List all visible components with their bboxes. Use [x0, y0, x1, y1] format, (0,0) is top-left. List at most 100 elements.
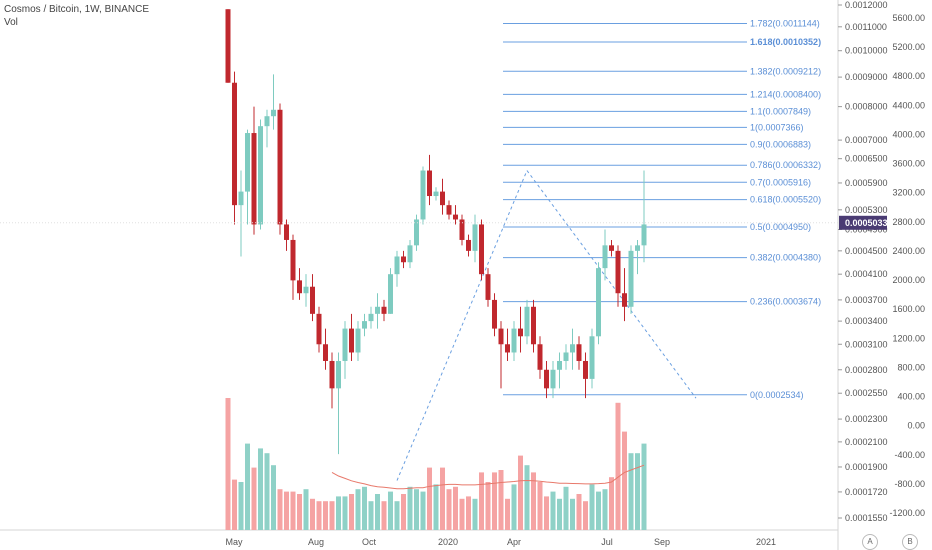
- time-tick-label: Apr: [507, 537, 521, 547]
- volume-bar: [453, 486, 458, 530]
- volume-bar: [641, 443, 647, 530]
- volume-tick-label: -400.00: [894, 450, 925, 460]
- volume-tick-label: 2800.00: [892, 217, 925, 227]
- candle-body: [446, 205, 452, 215]
- volume-bar: [251, 467, 257, 530]
- volume-bar: [349, 494, 354, 530]
- volume-bar: [355, 489, 361, 530]
- candle-body: [271, 109, 276, 117]
- time-tick-label: May: [225, 537, 243, 547]
- volume-bar: [524, 465, 530, 530]
- volume-bar: [303, 489, 309, 530]
- volume-moving-average: [331, 464, 645, 490]
- candle-body: [303, 286, 309, 294]
- candle-body: [238, 191, 244, 206]
- price-tick-label: 0.0010000: [845, 46, 888, 56]
- candle-body: [570, 344, 575, 353]
- candle-body: [420, 170, 426, 220]
- candle-body: [479, 224, 484, 275]
- volume-bar: [329, 501, 335, 530]
- fib-level-label: 0.236(0.0003674): [750, 297, 821, 307]
- price-tick-label: 0.0002300: [845, 414, 888, 424]
- volume-bar: [245, 443, 250, 530]
- fib-level-label: 0.5(0.0004950): [750, 222, 811, 232]
- price-tick-label: 0.0012000: [845, 0, 888, 10]
- candle-body: [375, 306, 380, 314]
- volume-bar: [557, 498, 562, 530]
- candle-body: [355, 328, 361, 353]
- candle-body: [225, 9, 231, 83]
- fib-level-label: 0.786(0.0006332): [750, 160, 821, 170]
- volume-bar: [459, 498, 465, 530]
- volume-bar: [609, 477, 614, 530]
- price-tick-label: 0.0009000: [845, 72, 888, 82]
- volume-bar: [537, 482, 543, 530]
- volume-bar: [622, 431, 627, 530]
- candle-body: [329, 360, 335, 389]
- price-tick-label: 0.0002100: [845, 437, 888, 447]
- volume-bar: [563, 486, 569, 530]
- candle-body: [251, 133, 257, 225]
- volume-bar: [258, 448, 263, 530]
- volume-bar: [505, 498, 510, 530]
- candle-body: [550, 369, 556, 389]
- fib-level-label: 1.782(0.0011144): [750, 19, 820, 29]
- candle-body: [466, 239, 471, 251]
- candle-body: [511, 328, 517, 353]
- candle-body: [453, 214, 458, 220]
- fib-level-label: 1(0.0007366): [750, 122, 804, 132]
- last-price-label: 0.0005033: [845, 218, 888, 228]
- price-tick-label: 0.0003700: [845, 295, 888, 305]
- candle-body: [258, 126, 263, 225]
- candle-body: [628, 250, 634, 307]
- volume-bar: [420, 491, 426, 530]
- volume-tick-label: 2000.00: [892, 275, 925, 285]
- price-tick-label: 0.0002550: [845, 388, 888, 398]
- candle-body: [459, 219, 465, 240]
- price-tick-label: 0.0004100: [845, 269, 888, 279]
- volume-bar: [433, 484, 439, 530]
- candle-body: [316, 313, 322, 345]
- candle-body: [596, 268, 601, 337]
- volume-bar: [310, 498, 315, 530]
- price-tick-label: 0.0007000: [845, 135, 888, 145]
- candle-body: [622, 293, 627, 307]
- volume-tick-label: 1600.00: [892, 304, 925, 314]
- price-tick-label: 0.0011000: [845, 22, 887, 32]
- time-tick-label: 2020: [438, 537, 458, 547]
- candle-body: [290, 239, 296, 281]
- candle-body: [349, 328, 354, 353]
- volume-tick-label: 3200.00: [892, 188, 925, 198]
- candle-body: [576, 344, 582, 361]
- log-scale-button[interactable]: B: [902, 534, 918, 550]
- candle-body: [615, 250, 621, 294]
- trendline: [526, 170, 697, 399]
- volume-bar: [635, 453, 640, 530]
- candle-body: [557, 360, 562, 370]
- fib-level-label: 0.9(0.0006883): [750, 139, 811, 149]
- price-tick-label: 0.0002800: [845, 365, 888, 375]
- fib-level-label: 1.214(0.0008400): [750, 89, 821, 99]
- candle-body: [531, 306, 536, 345]
- price-tick-label: 0.0008000: [845, 102, 888, 112]
- price-tick-label: 0.0004500: [845, 246, 888, 256]
- candle-body: [264, 116, 270, 127]
- fib-level-label: 1.382(0.0009212): [750, 66, 821, 76]
- volume-bar: [414, 489, 419, 530]
- candle-body: [544, 369, 549, 389]
- chart-title: Cosmos / Bitcoin, 1W, BINANCE: [4, 4, 150, 15]
- candle-body: [336, 360, 341, 389]
- candle-body: [609, 245, 614, 251]
- candle-body: [342, 328, 348, 361]
- candle-body: [310, 286, 315, 314]
- volume-bar: [596, 491, 601, 530]
- price-tick-label: 0.0005300: [845, 205, 888, 215]
- auto-scale-button[interactable]: A: [862, 534, 878, 550]
- fib-level-label: 0.618(0.0005520): [750, 195, 821, 205]
- candle-body: [563, 352, 569, 361]
- candle-body: [297, 280, 302, 294]
- time-tick-label: 2021: [756, 537, 776, 547]
- fib-level-label: 0.382(0.0004380): [750, 253, 821, 263]
- volume-label: Vol: [4, 17, 18, 28]
